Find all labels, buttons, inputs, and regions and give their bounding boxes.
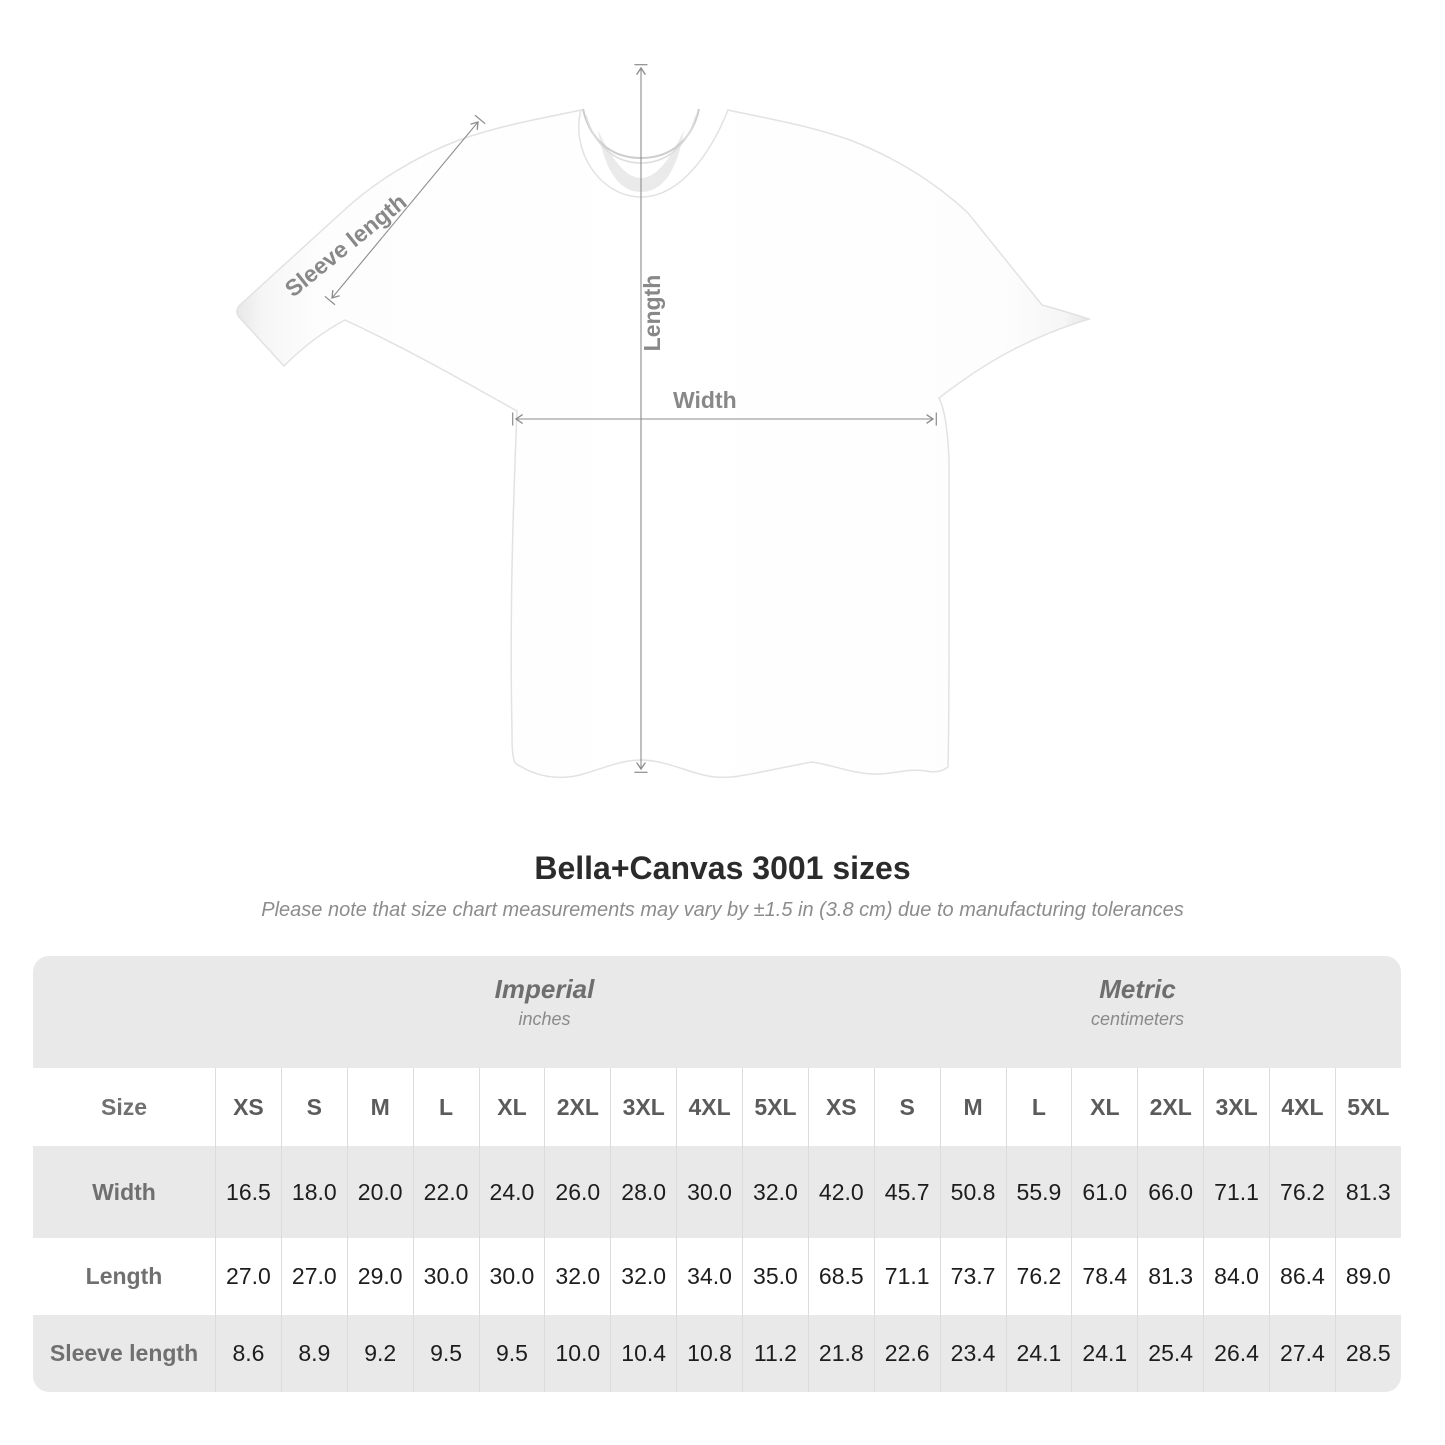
svg-text:Width: Width <box>673 387 737 413</box>
svg-text:Length: Length <box>639 275 665 352</box>
